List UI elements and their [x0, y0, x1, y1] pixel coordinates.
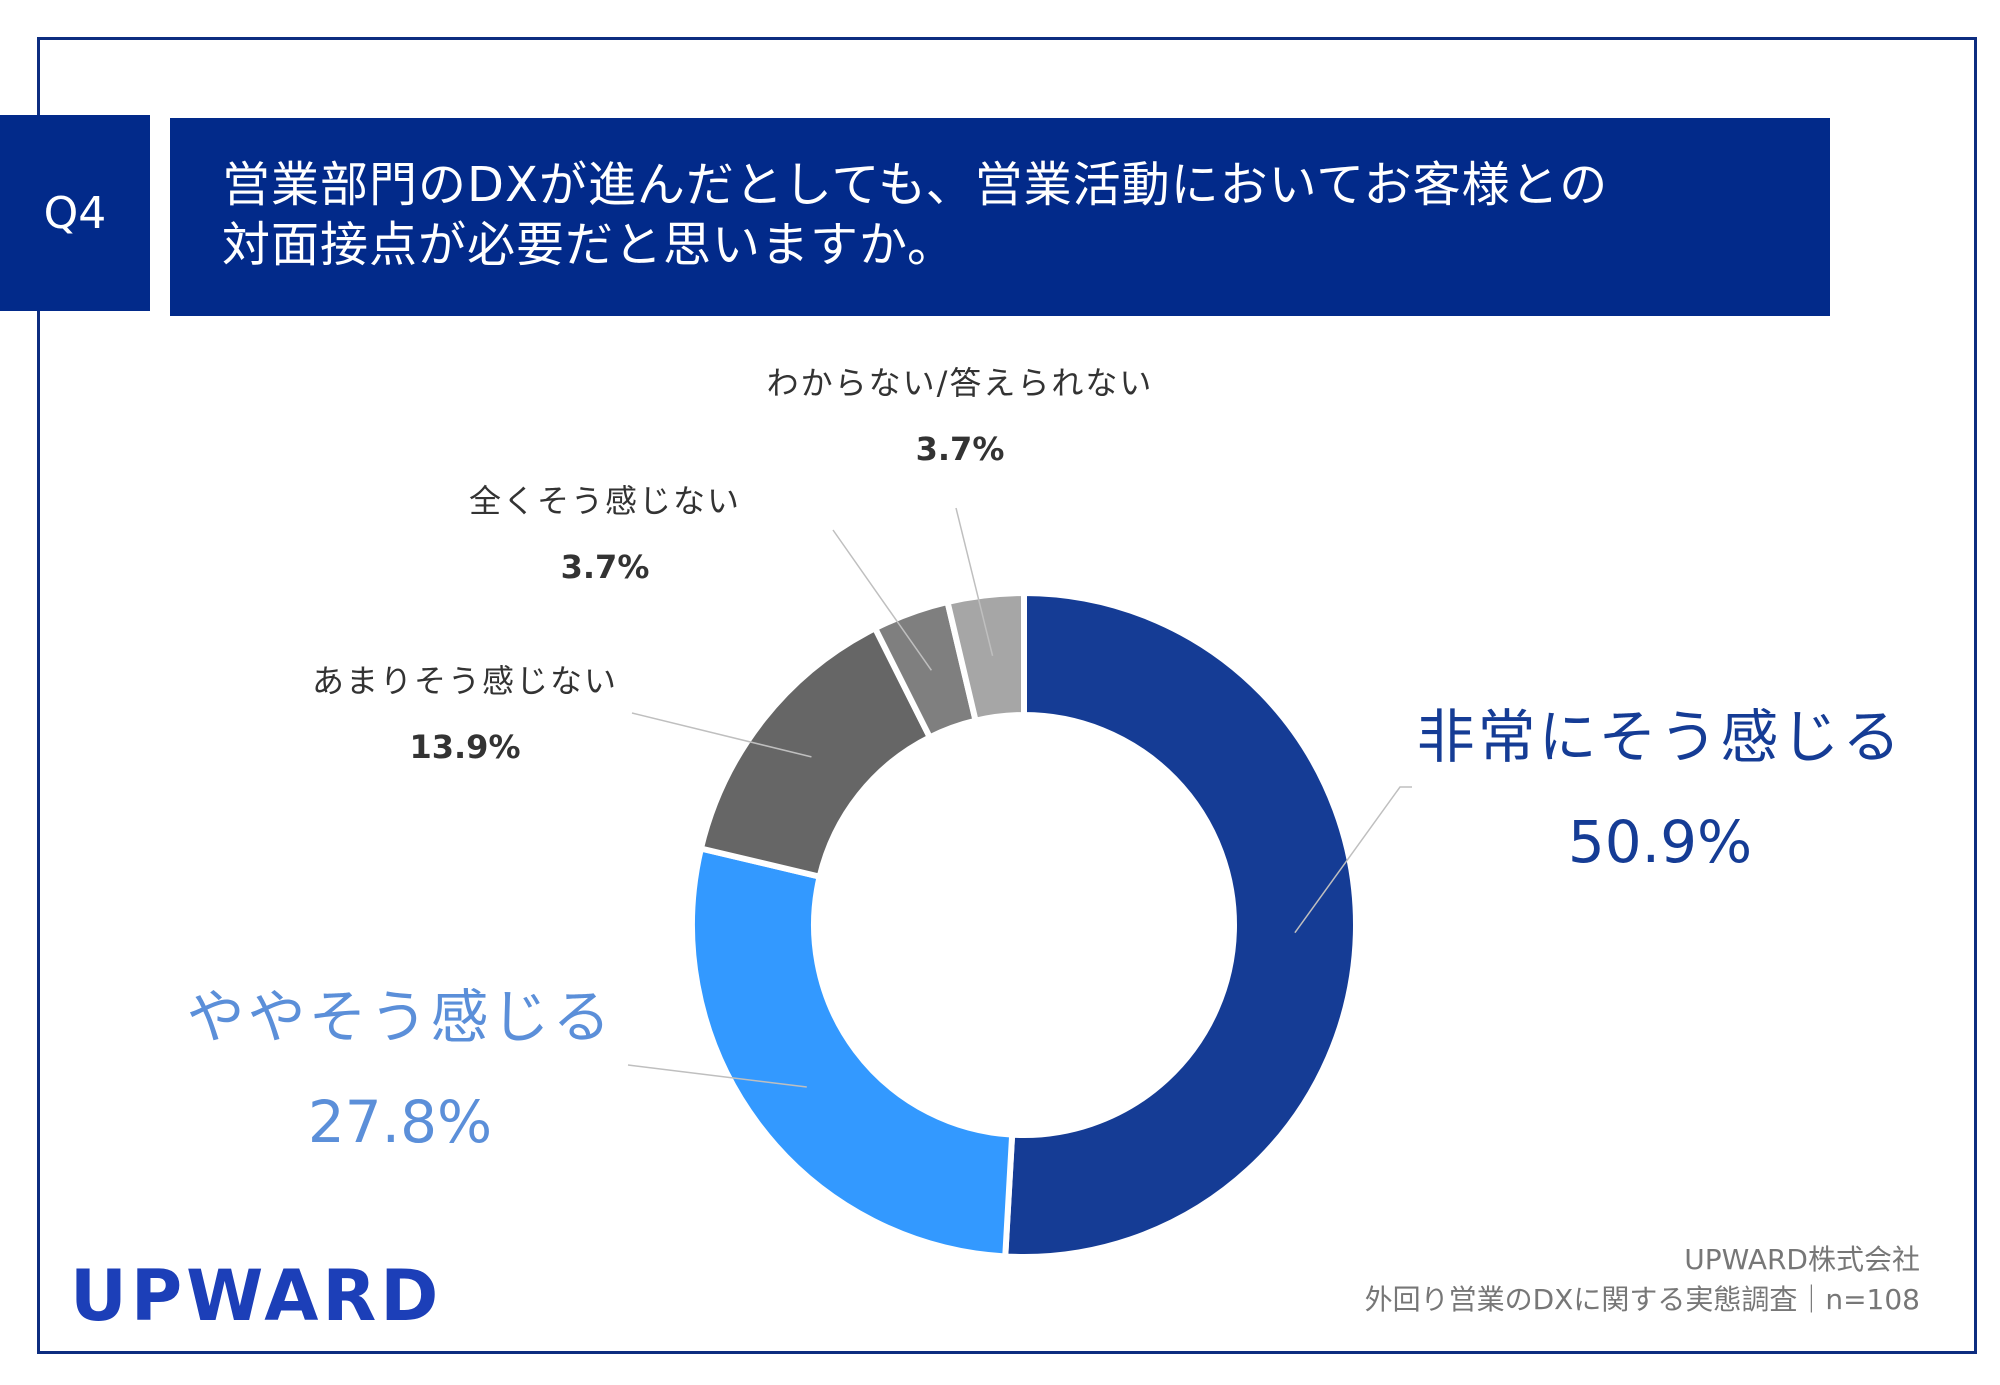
survey-name: 外回り営業のDXに関する実態調査｜n=108	[1364, 1283, 1920, 1316]
slide-frame	[37, 37, 1977, 1354]
leader-line-slice-not-much	[631, 712, 812, 758]
question-title-line-1: 営業部門のDXが進んだとしても、営業活動においてお客様との	[222, 157, 1609, 213]
leader-line-slice-very-much	[1294, 786, 1412, 934]
label-somewhat-name: ややそう感じる	[186, 983, 614, 1051]
leader-line-slice-somewhat	[627, 1064, 807, 1088]
label-not-much: あまりそう感じない 13.9%	[265, 656, 665, 766]
label-not-at-all: 全くそう感じない 3.7%	[405, 476, 805, 586]
label-not-much-value: 13.9%	[409, 728, 521, 766]
label-very-much: 非常にそう感じる 50.9%	[1400, 690, 1920, 876]
question-title-line-2: 対面接点が必要だと思いますか。	[222, 217, 957, 273]
question-number-badge: Q4	[0, 115, 150, 311]
label-not-at-all-value: 3.7%	[560, 548, 650, 586]
upward-logo: UPWARD	[70, 1255, 443, 1337]
question-title: 営業部門のDXが進んだとしても、営業活動においてお客様との 対面接点が必要だと思…	[170, 118, 1830, 316]
label-very-much-name: 非常にそう感じる	[1416, 703, 1904, 771]
label-dont-know-value: 3.7%	[915, 430, 1005, 468]
label-somewhat-value: 27.8%	[307, 1088, 493, 1156]
label-not-much-name: あまりそう感じない	[311, 662, 618, 700]
slice-somewhat	[689, 844, 1016, 1260]
label-dont-know-name: わからない/答えられない	[766, 364, 1154, 402]
leader-line-slice-dont-know	[955, 507, 994, 657]
label-dont-know: わからない/答えられない 3.7%	[720, 358, 1200, 468]
slice-very-much	[1002, 589, 1359, 1260]
label-somewhat: ややそう感じる 27.8%	[140, 970, 660, 1156]
company-name: UPWARD株式会社	[1684, 1243, 1920, 1276]
label-not-at-all-name: 全くそう感じない	[468, 482, 741, 520]
slice-dont-know	[943, 589, 1027, 725]
label-very-much-value: 50.9%	[1567, 808, 1753, 876]
leader-line-slice-not-at-all	[832, 529, 933, 671]
source-credit: UPWARD株式会社 外回り営業のDXに関する実態調査｜n=108	[1365, 1240, 1920, 1320]
